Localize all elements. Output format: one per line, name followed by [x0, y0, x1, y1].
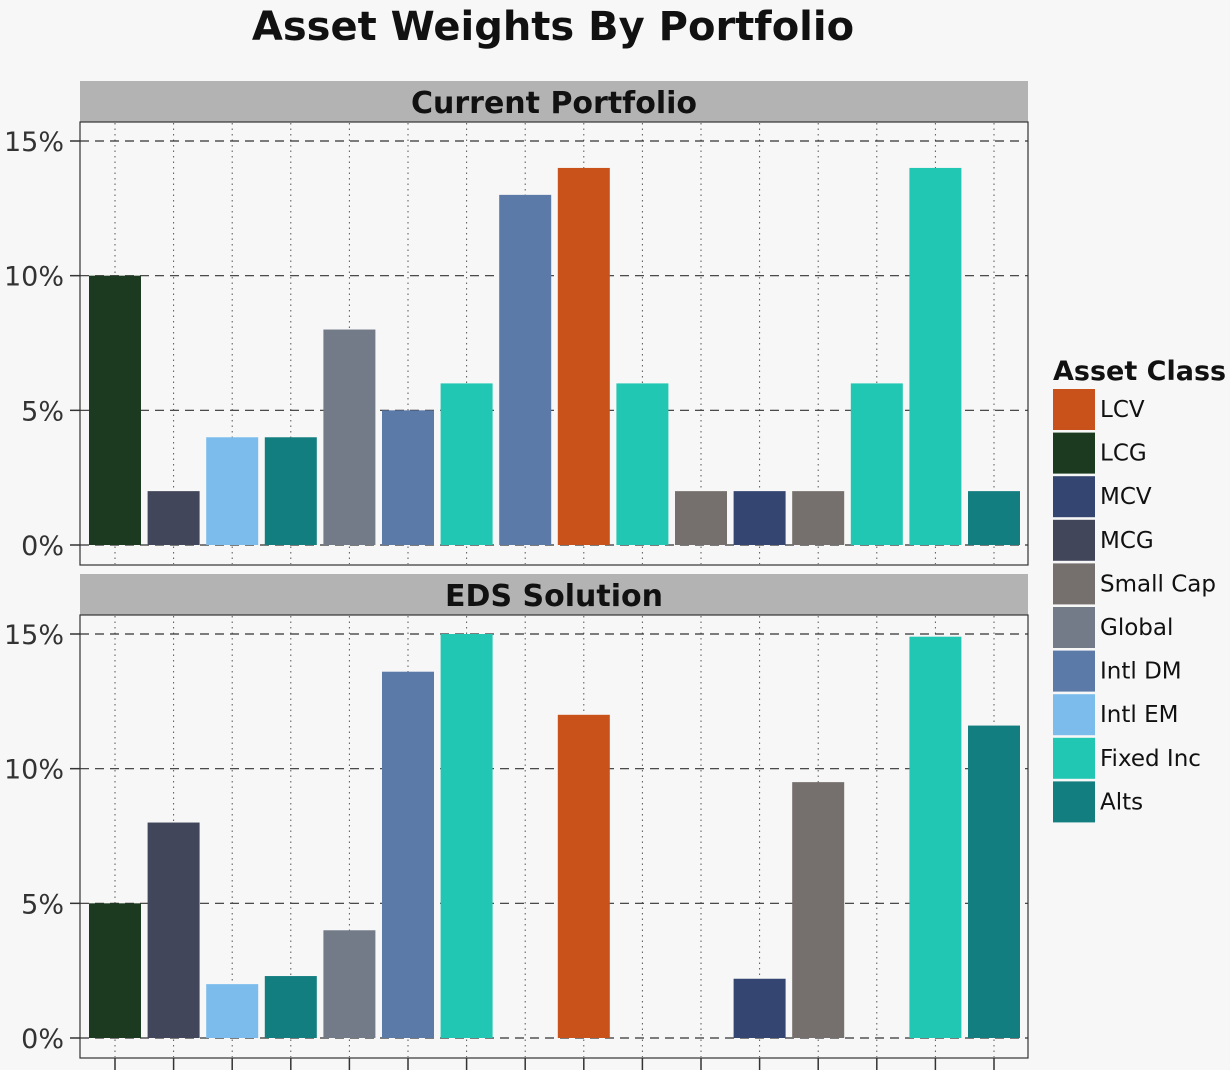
- bar: [792, 491, 845, 545]
- strip-background: [80, 574, 1028, 615]
- bar: [147, 822, 200, 1038]
- strip-background: [80, 81, 1028, 122]
- panel-current: Current Portfolio 0% 5% 10% 15%: [4, 81, 1029, 566]
- bar: [89, 903, 141, 1038]
- bars: [89, 634, 1020, 1038]
- bars: [89, 167, 1020, 545]
- y-tick-label: 15%: [4, 620, 64, 651]
- bar: [792, 782, 845, 1038]
- legend-swatch: [1053, 389, 1095, 430]
- strip-label: Current Portfolio: [411, 86, 697, 121]
- legend-swatch: [1053, 781, 1095, 823]
- legend-swatch: [1053, 650, 1095, 692]
- bar: [968, 725, 1020, 1038]
- bar: [147, 491, 200, 545]
- bar: [89, 275, 141, 545]
- y-tick-label: 10%: [4, 755, 64, 786]
- y-tick-label: 0%: [21, 1024, 64, 1055]
- legend-label: Intl EM: [1100, 702, 1178, 728]
- legend-label: Intl DM: [1100, 659, 1182, 685]
- bar: [440, 383, 493, 545]
- legend-label: Global: [1100, 615, 1173, 641]
- bar: [557, 167, 610, 545]
- legend-label: MCV: [1100, 484, 1152, 510]
- legend-title: Asset Class: [1053, 356, 1226, 387]
- legend-swatch: [1053, 607, 1095, 648]
- bar: [968, 491, 1020, 545]
- legend: Asset Class LCV LCG MCV MCG Small Cap Global I…: [1053, 356, 1226, 823]
- legend-swatch: [1053, 694, 1095, 736]
- legend-label: LCV: [1100, 397, 1145, 423]
- legend-label: MCG: [1100, 528, 1154, 554]
- bar: [733, 491, 786, 545]
- legend-swatch: [1053, 737, 1095, 779]
- bar: [382, 671, 434, 1038]
- legend-label: LCG: [1100, 441, 1147, 467]
- y-tick-label: 10%: [4, 262, 64, 293]
- bar: [675, 491, 727, 545]
- bar: [499, 194, 552, 545]
- bar: [557, 714, 610, 1038]
- bar: [323, 930, 376, 1038]
- y-tick-label: 0%: [21, 531, 64, 562]
- bar: [323, 329, 376, 545]
- panel-eds: EDS Solution 0% 5% 10% 15%: [4, 574, 1029, 1059]
- x-axis-ticks: [114, 1058, 995, 1070]
- y-axis: 0% 5% 10% 15%: [4, 127, 80, 562]
- legend-label: Alts: [1100, 789, 1143, 815]
- strip-label: EDS Solution: [445, 579, 663, 614]
- bar: [850, 383, 903, 545]
- legend-items: LCV LCG MCV MCG Small Cap Global Intl DM Intl E…: [1053, 389, 1216, 823]
- bar: [909, 167, 962, 545]
- y-axis: 0% 5% 10% 15%: [4, 620, 80, 1055]
- bar: [440, 634, 493, 1038]
- legend-label: Small Cap: [1100, 571, 1216, 597]
- bar: [909, 636, 962, 1038]
- y-tick-label: 5%: [21, 396, 64, 427]
- legend-swatch: [1053, 476, 1095, 518]
- legend-label: Fixed Inc: [1100, 746, 1201, 772]
- bar: [264, 976, 317, 1038]
- legend-swatch: [1053, 563, 1095, 605]
- bar: [733, 978, 786, 1038]
- bar: [206, 984, 259, 1038]
- bar: [616, 383, 669, 545]
- bar: [264, 437, 317, 545]
- legend-swatch: [1053, 519, 1095, 561]
- legend-swatch: [1053, 432, 1095, 474]
- bar: [206, 437, 259, 545]
- bar: [382, 410, 434, 545]
- chart-title: Asset Weights By Portfolio: [252, 4, 854, 50]
- y-tick-label: 5%: [21, 889, 64, 920]
- y-tick-label: 15%: [4, 127, 64, 158]
